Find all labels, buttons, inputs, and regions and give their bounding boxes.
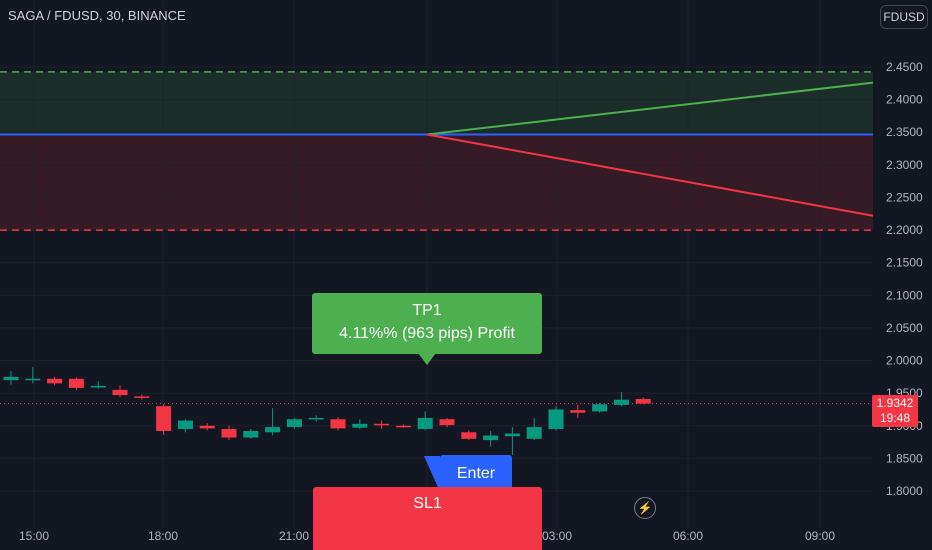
profit-zone: [0, 71, 873, 135]
candle-body: [330, 419, 346, 429]
candle-body: [90, 385, 106, 388]
candle-body: [221, 429, 237, 438]
enter-pointer: [424, 456, 440, 492]
candle-body: [395, 425, 411, 428]
tp-projection-line: [426, 81, 874, 136]
x-tick-label: 21:00: [279, 529, 309, 543]
y-tick-label: 2.3500: [886, 125, 923, 139]
candle-body: [47, 378, 63, 384]
x-tick-label: 09:00: [805, 529, 835, 543]
candle-body: [243, 430, 259, 438]
last-price-tag: 1.9342 19:48: [872, 395, 918, 427]
x-tick-label: 15:00: [19, 529, 49, 543]
y-tick-label: 2.4000: [886, 93, 923, 107]
candle-body: [25, 378, 41, 381]
bar-countdown: 19:48: [879, 411, 911, 425]
last-price-value: 1.9342: [876, 396, 914, 410]
x-tick-label: 03:00: [542, 529, 572, 543]
symbol-title[interactable]: SAGA / FDUSD, 30, BINANCE: [8, 8, 186, 23]
candle-body: [286, 419, 302, 428]
y-tick-label: 2.0000: [886, 354, 923, 368]
candle-body: [3, 376, 19, 381]
enter-label[interactable]: Enter: [440, 455, 512, 493]
lightning-icon[interactable]: ⚡: [634, 497, 656, 519]
y-tick-label: 2.4500: [886, 60, 923, 74]
candle-body: [526, 427, 542, 439]
loss-zone: [0, 134, 873, 231]
candle-body: [592, 404, 608, 412]
y-tick-label: 1.8000: [886, 484, 923, 498]
currency-button[interactable]: FDUSD: [880, 5, 928, 29]
stop-loss-label[interactable]: SL1: [313, 487, 542, 550]
candle-body: [613, 399, 629, 405]
candle-body: [177, 420, 193, 430]
candle-body: [156, 406, 172, 431]
candle-body: [352, 423, 368, 428]
y-tick-label: 2.2000: [886, 223, 923, 237]
x-tick-label: 06:00: [673, 529, 703, 543]
y-tick-label: 2.1000: [886, 288, 923, 302]
candle-body: [483, 435, 499, 441]
tp-pointer: [418, 353, 436, 365]
candle-body: [461, 432, 477, 439]
candle-body: [199, 425, 215, 429]
candle-body: [417, 417, 433, 430]
sl-projection-line: [426, 133, 874, 217]
y-tick-label: 2.1500: [886, 256, 923, 270]
candle-body: [265, 427, 281, 433]
y-tick-label: 2.2500: [886, 190, 923, 204]
sl-title: SL1: [413, 495, 442, 512]
candle-body: [374, 423, 390, 426]
candle-body: [504, 433, 520, 437]
y-tick-label: 2.3000: [886, 158, 923, 172]
candle-body: [134, 396, 150, 398]
candle-body: [68, 378, 84, 388]
candle-body: [570, 410, 586, 413]
tp-title: TP1: [412, 302, 442, 319]
candle-body: [635, 399, 651, 404]
y-tick-label: 1.8500: [886, 451, 923, 465]
candle-body: [439, 419, 455, 426]
candle-body: [112, 389, 128, 396]
take-profit-label[interactable]: TP1 4.11%% (963 pips) Profit: [312, 293, 542, 354]
candle-body: [308, 417, 324, 420]
x-tick-label: 18:00: [148, 529, 178, 543]
tp-text: 4.11%% (963 pips) Profit: [339, 325, 515, 342]
y-tick-label: 2.0500: [886, 321, 923, 335]
candle-body: [548, 409, 564, 430]
